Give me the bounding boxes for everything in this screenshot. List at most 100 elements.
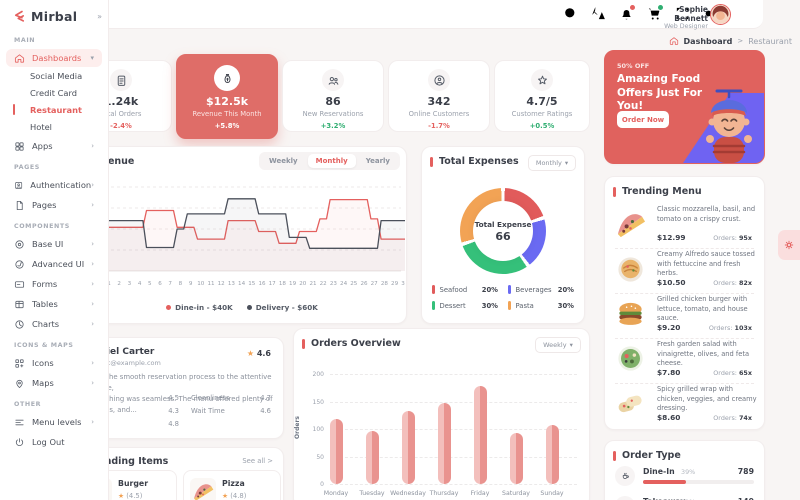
dashboards-icon — [14, 53, 25, 64]
cart-icon[interactable] — [646, 4, 664, 22]
sidebar-item-authentication[interactable]: Authentication › — [6, 176, 102, 194]
sidebar-item-label: Authentication — [30, 180, 92, 190]
svg-text:29: 29 — [391, 281, 399, 287]
user-menu[interactable]: Sophie Bennett Web Designer — [648, 5, 708, 30]
expenses-period-dropdown[interactable]: Monthly ▾ — [528, 155, 576, 171]
theme-icon[interactable] — [700, 5, 717, 22]
orders-overview-header: Orders Overview — [302, 338, 401, 349]
chevron-right-icon: › — [91, 359, 94, 367]
tables-icon — [14, 299, 25, 310]
stat-card-revenue-this-month[interactable]: $12.5k Revenue This Month +5.8% — [176, 54, 278, 139]
order-type-icon-wrap — [615, 466, 635, 486]
sidebar-collapse-icon[interactable]: » — [97, 11, 102, 21]
menu-item-description: Classic mozzarella, basil, and tomato on… — [657, 205, 756, 223]
orders-period-dropdown[interactable]: Weekly ▾ — [535, 337, 581, 353]
notifications-icon[interactable] — [618, 4, 636, 22]
sidebar-item-forms[interactable]: Forms › — [6, 275, 102, 293]
sidebar-subitem-hotel[interactable]: Hotel — [30, 121, 52, 132]
bar-thursday — [437, 402, 451, 484]
donut-center-value: 66 — [495, 229, 511, 243]
legend-value: 30% — [557, 301, 574, 310]
menu-item-price: $10.50 — [657, 278, 686, 287]
trending-menu-title: Trending Menu — [622, 186, 702, 197]
svg-text:12: 12 — [218, 281, 225, 287]
avatar[interactable] — [710, 4, 731, 25]
star-icon: ★ — [118, 492, 125, 500]
menu-item-price: $12.99 — [657, 233, 686, 242]
trending-menu-item[interactable]: Creamy Alfredo sauce tossed with fettucc… — [615, 248, 755, 294]
sidebar-item-icons[interactable]: Icons › — [6, 354, 102, 372]
trending-menu-item[interactable]: Classic mozzarella, basil, and tomato on… — [615, 203, 756, 249]
fullscreen-icon[interactable] — [674, 5, 691, 22]
order-type-percent: 11% — [681, 498, 695, 500]
legend-swatch — [508, 285, 511, 294]
trending-menu-item[interactable]: Grilled chicken burger with lettuce, tom… — [615, 293, 754, 339]
order-type-title: Order Type — [622, 450, 681, 461]
sidebar-item-base-ui[interactable]: Base UI › — [6, 235, 102, 253]
app-name: Mirbal — [31, 8, 78, 24]
orders-label: Orders: — [713, 234, 737, 242]
stat-card-online-customers[interactable]: 342 Online Customers -1.7% — [388, 60, 490, 132]
stat-card-customer-ratings[interactable]: 4.7/5 Customer Ratings +0.5% — [494, 60, 590, 132]
sidebar-subitem-restaurant[interactable]: Restaurant — [0, 101, 108, 118]
sidebar-item-advanced-ui[interactable]: Advanced UI › — [6, 255, 102, 273]
sidebar-subitem-social-media[interactable]: Social Media — [30, 70, 83, 81]
theme-customizer-button[interactable] — [778, 230, 800, 260]
bar-wednesday — [401, 410, 415, 484]
stat-value: 342 — [427, 95, 451, 108]
chevron-right-icon: › — [91, 300, 94, 308]
y-tick-label: 0 — [320, 481, 324, 488]
stat-icon-wrap — [322, 69, 344, 91]
sidebar-subitem-credit-card[interactable]: Credit Card — [30, 87, 77, 98]
grid-line — [330, 374, 577, 375]
total-expenses-card: Total Expenses Monthly ▾ Total Expense 66… — [421, 146, 585, 324]
svg-text:5: 5 — [148, 281, 152, 287]
trending-menu-item[interactable]: Fresh garden salad with vinaigrette, oli… — [615, 338, 754, 384]
order-now-button[interactable]: Order Now — [617, 111, 669, 128]
rating-row: 4.5 Cleanliness 4.7 — [87, 394, 273, 405]
orders-count: 103x — [734, 324, 752, 332]
reviewer-name: Daniel Carter — [87, 347, 155, 357]
breadcrumb-home[interactable]: Dashboard — [683, 36, 733, 46]
title-accent — [430, 156, 433, 167]
revenue-legend: Dine-in - $40K Delivery - $60K — [79, 303, 405, 312]
charts-icon — [14, 319, 25, 330]
legend-label: Pasta — [515, 301, 534, 310]
pizza-image — [615, 208, 646, 239]
sidebar-item-tables[interactable]: Tables › — [6, 295, 102, 313]
search-icon[interactable] — [562, 5, 579, 22]
expenses-donut-chart: Total Expense 66 — [460, 188, 546, 274]
chevron-down-icon: ▾ — [569, 341, 573, 349]
menu-levels-icon — [14, 417, 25, 428]
sidebar-item-pages[interactable]: Pages › — [6, 196, 102, 214]
chevron-right-icon: › — [91, 142, 94, 150]
menu-item-description: Fresh garden salad with vinaigrette, oli… — [657, 340, 750, 368]
svg-text:19: 19 — [289, 281, 297, 287]
orders-bar-chart: 200 150 100 50 0 Orders Monday Tuesday Wednesday… — [294, 329, 589, 500]
trending-item-pizza[interactable]: Pizza ★ (4.8) — [183, 470, 281, 500]
sidebar-item-label: Dashboards — [32, 53, 82, 63]
sidebar-item-log-out[interactable]: Log Out — [6, 433, 102, 451]
sidebar-item-charts[interactable]: Charts › — [6, 315, 102, 333]
advanced-ui-icon — [14, 259, 25, 270]
revenue-tab-weekly[interactable]: Weekly — [269, 157, 298, 165]
language-icon[interactable] — [590, 5, 607, 22]
y-tick-label: 150 — [312, 398, 324, 406]
sidebar-item-apps[interactable]: Apps › — [6, 137, 102, 155]
x-category-label: Friday — [470, 490, 490, 497]
legend-dot — [246, 305, 252, 310]
dine-in-icon — [620, 471, 631, 482]
sidebar-item-menu-levels[interactable]: Menu levels › — [6, 413, 102, 431]
trending-menu-item[interactable]: Spicy grilled wrap with chicken, veggies… — [615, 383, 757, 428]
sidebar-item-maps[interactable]: Maps › — [6, 374, 102, 392]
see-all-link[interactable]: See all > — [242, 457, 273, 465]
base-ui-icon — [14, 239, 25, 250]
revenue-tab-monthly[interactable]: Monthly — [307, 154, 356, 168]
authentication-icon — [14, 180, 23, 191]
stat-label: Revenue This Month — [192, 110, 262, 118]
stat-card-new-reservations[interactable]: 86 New Reservations +3.2% — [282, 60, 384, 132]
svg-text:24: 24 — [340, 281, 348, 287]
revenue-tab-yearly[interactable]: Yearly — [365, 157, 390, 165]
sidebar-item-dashboards[interactable]: Dashboards ▾ — [6, 49, 102, 67]
